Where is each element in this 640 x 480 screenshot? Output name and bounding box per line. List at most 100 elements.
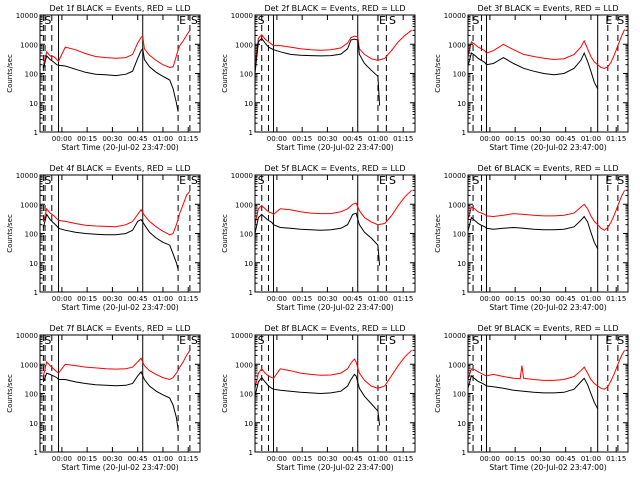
region-marker: E (605, 14, 612, 27)
chart-title: Det 4f BLACK = Events, RED = LLD (49, 164, 190, 173)
y-axis-label: Counts/sec (434, 214, 442, 253)
region-marker: S (617, 14, 624, 27)
y-tick-label: 100 (25, 391, 38, 399)
region-marker: S (389, 334, 396, 347)
x-tick-label: 00:15 (505, 295, 525, 303)
y-tick-label: 1000 (235, 41, 253, 49)
x-tick-label: 01:00 (581, 295, 601, 303)
x-axis-label: Start Time (20-Jul-02 23:47:00) (489, 463, 606, 472)
series-line-lld (254, 29, 412, 65)
y-tick-label: 1 (249, 449, 253, 457)
series-line-lld (467, 29, 626, 69)
region-marker: S (191, 14, 198, 27)
region-marker: E (179, 14, 186, 27)
x-tick-label: 00:30 (530, 295, 550, 303)
y-tick-label: 10000 (231, 12, 253, 20)
region-marker: S (617, 334, 624, 347)
x-tick-label: 01:15 (393, 455, 413, 463)
y-tick-label: 10 (29, 260, 38, 268)
x-tick-label: 00:30 (317, 295, 337, 303)
y-tick-label: 1 (249, 129, 253, 137)
x-axis-label: Start Time (20-Jul-02 23:47:00) (489, 303, 606, 312)
series-line-events (254, 37, 381, 106)
panel-det-7f: Det 7f BLACK = Events, RED = LLD 1 10 100 10… (6, 324, 201, 472)
chart-title: Det 7f BLACK = Events, RED = LLD (49, 324, 190, 333)
y-tick-label: 1 (462, 289, 466, 297)
y-axis-label: Counts/sec (221, 214, 229, 253)
x-axis-label: Start Time (20-Jul-02 23:47:00) (489, 143, 606, 152)
x-tick-label: 00:00 (52, 455, 72, 463)
x-axis-label: Start Time (20-Jul-02 23:47:00) (61, 143, 178, 152)
series-line-events (467, 375, 599, 410)
region-marker: S (44, 14, 51, 27)
y-tick-label: 1 (249, 289, 253, 297)
region-marker: E (379, 14, 386, 27)
x-tick-label: 00:15 (77, 135, 97, 143)
x-tick-label: 00:15 (505, 135, 525, 143)
y-tick-label: 100 (453, 71, 466, 79)
series-line-lld (42, 30, 191, 69)
region-marker: S (258, 174, 265, 187)
region-marker: S (191, 334, 198, 347)
y-axis-label: Counts/sec (434, 374, 442, 413)
region-marker: S (258, 14, 265, 27)
x-tick-label: 01:15 (393, 135, 413, 143)
x-axis-label: Start Time (20-Jul-02 23:47:00) (61, 463, 178, 472)
panel-det-3f: Det 3f BLACK = Events, RED = LLD 1 10 100 10… (434, 4, 629, 152)
x-tick-label: 00:30 (530, 455, 550, 463)
series-line-lld (254, 189, 412, 226)
series-line-lld (467, 350, 626, 390)
region-marker: E (605, 174, 612, 187)
x-tick-label: 00:00 (480, 295, 500, 303)
y-tick-label: 10000 (444, 332, 466, 340)
series-line-lld (42, 350, 191, 381)
x-tick-label: 00:00 (480, 135, 500, 143)
x-tick-label: 01:00 (153, 135, 173, 143)
series-line-lld (42, 190, 191, 236)
y-tick-label: 100 (240, 391, 253, 399)
x-tick-label: 01:15 (606, 135, 626, 143)
y-tick-label: 10 (29, 100, 38, 108)
x-tick-label: 01:00 (581, 135, 601, 143)
series-line-events (254, 373, 381, 426)
y-tick-label: 10 (244, 260, 253, 268)
x-tick-label: 00:00 (52, 135, 72, 143)
y-axis-label: Counts/sec (6, 214, 14, 253)
chart-title: Det 9f BLACK = Events, RED = LLD (477, 324, 618, 333)
axes-frame (254, 174, 416, 293)
x-tick-label: 01:00 (368, 455, 388, 463)
axes-frame (254, 14, 416, 133)
series-line-lld (467, 190, 626, 231)
x-tick-label: 00:15 (77, 295, 97, 303)
axes-frame (467, 334, 629, 453)
y-axis-label: Counts/sec (221, 374, 229, 413)
y-tick-label: 1000 (235, 361, 253, 369)
y-tick-label: 10 (457, 260, 466, 268)
y-tick-label: 10 (244, 420, 253, 428)
region-marker: E (179, 334, 186, 347)
region-marker: S (191, 174, 198, 187)
series-line-events (42, 370, 179, 430)
y-tick-label: 1 (462, 449, 466, 457)
region-marker: S (617, 174, 624, 187)
x-tick-label: 00:15 (292, 135, 312, 143)
series-line-events (467, 215, 599, 250)
y-tick-label: 10 (457, 420, 466, 428)
x-tick-label: 00:45 (556, 455, 576, 463)
axes-frame (254, 334, 416, 453)
panel-det-5f: Det 5f BLACK = Events, RED = LLD 1 10 100 10… (221, 164, 416, 312)
x-tick-label: 00:30 (102, 295, 122, 303)
y-tick-label: 100 (240, 71, 253, 79)
series-line-events (467, 51, 599, 90)
y-tick-label: 100 (453, 391, 466, 399)
y-axis-label: Counts/sec (434, 54, 442, 93)
x-tick-label: 00:30 (530, 135, 550, 143)
region-marker: E (379, 174, 386, 187)
axes-frame (39, 174, 201, 293)
y-tick-label: 1 (34, 449, 38, 457)
series-line-events (42, 213, 179, 270)
region-marker: S (389, 174, 396, 187)
x-tick-label: 00:00 (52, 295, 72, 303)
x-tick-label: 00:45 (128, 135, 148, 143)
